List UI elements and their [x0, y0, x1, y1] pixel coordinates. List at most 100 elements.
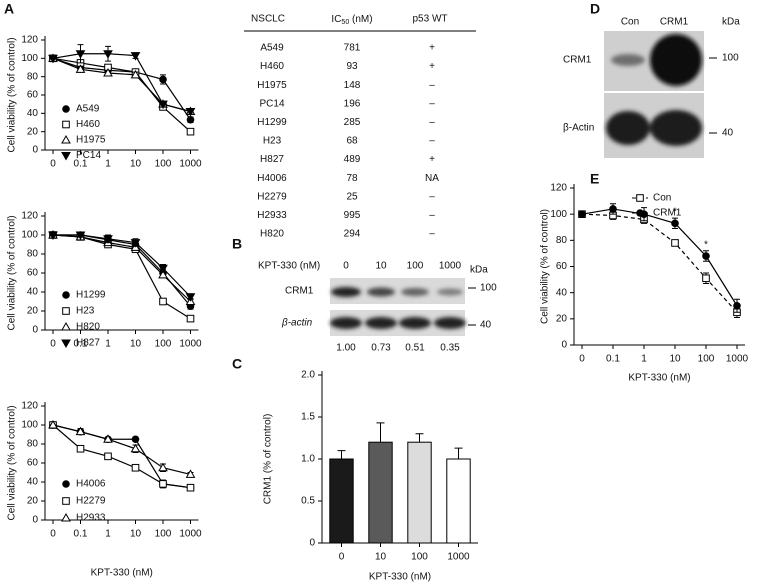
x-tick-label: 1 — [105, 339, 111, 350]
legend-marker — [61, 512, 71, 522]
x-tick-label: 10 — [375, 552, 387, 563]
series-line — [53, 234, 191, 298]
series-line — [581, 213, 738, 313]
y-axis-label: Cell viability (% of control) — [7, 215, 18, 330]
marker — [131, 435, 140, 444]
marker — [186, 314, 195, 323]
legend-label: A549 — [76, 104, 100, 115]
table-header: p53 WT — [412, 14, 447, 25]
y-tick-label: 0.5 — [301, 496, 315, 507]
table-cell: A549 — [260, 43, 284, 54]
table-cell: – — [429, 210, 435, 221]
y-axis-label: CRM1 (% of control) — [263, 414, 274, 505]
x-tick-label: 1000 — [179, 529, 202, 540]
marker — [671, 219, 679, 228]
table-cell: 196 — [344, 98, 361, 109]
table-cell: – — [429, 117, 435, 128]
blot-bands — [330, 287, 466, 329]
y-tick-label: 100 — [21, 230, 38, 241]
marker — [158, 269, 168, 279]
table-cell: – — [429, 229, 435, 240]
legend-marker — [61, 339, 71, 349]
table-cell: H1975 — [257, 80, 287, 91]
error-bar — [415, 433, 424, 443]
table-cell: – — [429, 136, 435, 147]
y-tick-label: 20 — [27, 306, 39, 317]
y-tick-label: 60 — [556, 261, 568, 272]
legend-label: CRM1 — [653, 208, 682, 219]
x-tick-label: 0 — [50, 159, 56, 170]
series-line — [581, 208, 738, 307]
marker — [185, 469, 196, 478]
x-tick-label: 0 — [50, 529, 56, 540]
legend-marker — [61, 321, 71, 331]
y-tick-label: 40 — [27, 108, 39, 119]
legend-marker — [62, 105, 70, 113]
table-cell: 995 — [344, 210, 361, 221]
error-bar — [337, 450, 346, 459]
marker — [578, 210, 586, 218]
marker — [130, 69, 141, 79]
legend-label: PC14 — [76, 150, 101, 161]
marker — [48, 419, 58, 429]
table-header: NSCLC — [251, 14, 285, 25]
y-tick-label: 100 — [21, 53, 38, 64]
marker — [186, 483, 195, 492]
marker — [702, 252, 710, 260]
marker — [702, 274, 710, 283]
y-tick-label: 80 — [27, 439, 39, 450]
x-tick-label: 0.1 — [606, 354, 620, 365]
legend-marker — [62, 291, 70, 299]
y-tick-label: 0 — [309, 538, 315, 549]
table-cell: NA — [425, 173, 439, 184]
table-cell: H827 — [260, 154, 284, 165]
panel-letter: D — [590, 1, 600, 17]
series-line — [52, 424, 191, 489]
x-tick-label: 0 — [339, 552, 345, 563]
marker — [103, 235, 113, 244]
legend-marker — [61, 134, 71, 144]
series-line — [52, 234, 191, 320]
legend-marker — [61, 152, 71, 161]
table-cell: – — [429, 98, 435, 109]
legend-label: H4006 — [76, 479, 106, 490]
x-tick-label: 10 — [669, 354, 681, 365]
x-tick-label: 10 — [130, 339, 142, 350]
y-axis-label: Cell viability (% of control) — [7, 37, 18, 152]
y-tick-label: 60 — [27, 458, 39, 469]
marker — [130, 443, 141, 453]
blot-size-label: 40 — [480, 320, 492, 331]
marker — [75, 64, 86, 73]
marker — [186, 127, 195, 136]
legend-marker — [62, 480, 70, 488]
blot-lane-label: 1000 — [439, 261, 462, 272]
y-tick-label: 40 — [27, 477, 39, 488]
legend-label: H460 — [76, 119, 100, 130]
blot-quantification: 0.73 — [371, 343, 391, 354]
marker — [103, 50, 113, 59]
y-tick-label: 120 — [21, 401, 38, 412]
blot-lane-label: 100 — [407, 261, 424, 272]
legend-label: Con — [653, 193, 671, 204]
marker — [130, 239, 141, 248]
legend-label: H820 — [76, 322, 100, 333]
series-line — [52, 424, 191, 475]
table-cell: + — [429, 43, 435, 54]
y-tick-label: 80 — [27, 71, 39, 82]
marker — [75, 50, 86, 59]
table-cell: – — [429, 80, 435, 91]
table-cell: 489 — [344, 154, 361, 165]
marker — [186, 115, 195, 124]
error-bar — [454, 447, 463, 459]
table-cell: – — [429, 191, 435, 202]
x-tick-label: 100 — [155, 339, 172, 350]
blot-quantification: 0.51 — [405, 343, 425, 354]
table-cell: PC14 — [259, 98, 284, 109]
x-tick-label: 100 — [698, 354, 715, 365]
y-tick-label: 40 — [27, 287, 39, 298]
legend-marker — [62, 497, 70, 505]
y-tick-label: 0 — [32, 145, 38, 156]
x-axis-label: KPT-330 (nM) — [369, 572, 431, 583]
blot-unit: kDa — [722, 17, 740, 28]
legend-label: H1299 — [76, 290, 106, 301]
